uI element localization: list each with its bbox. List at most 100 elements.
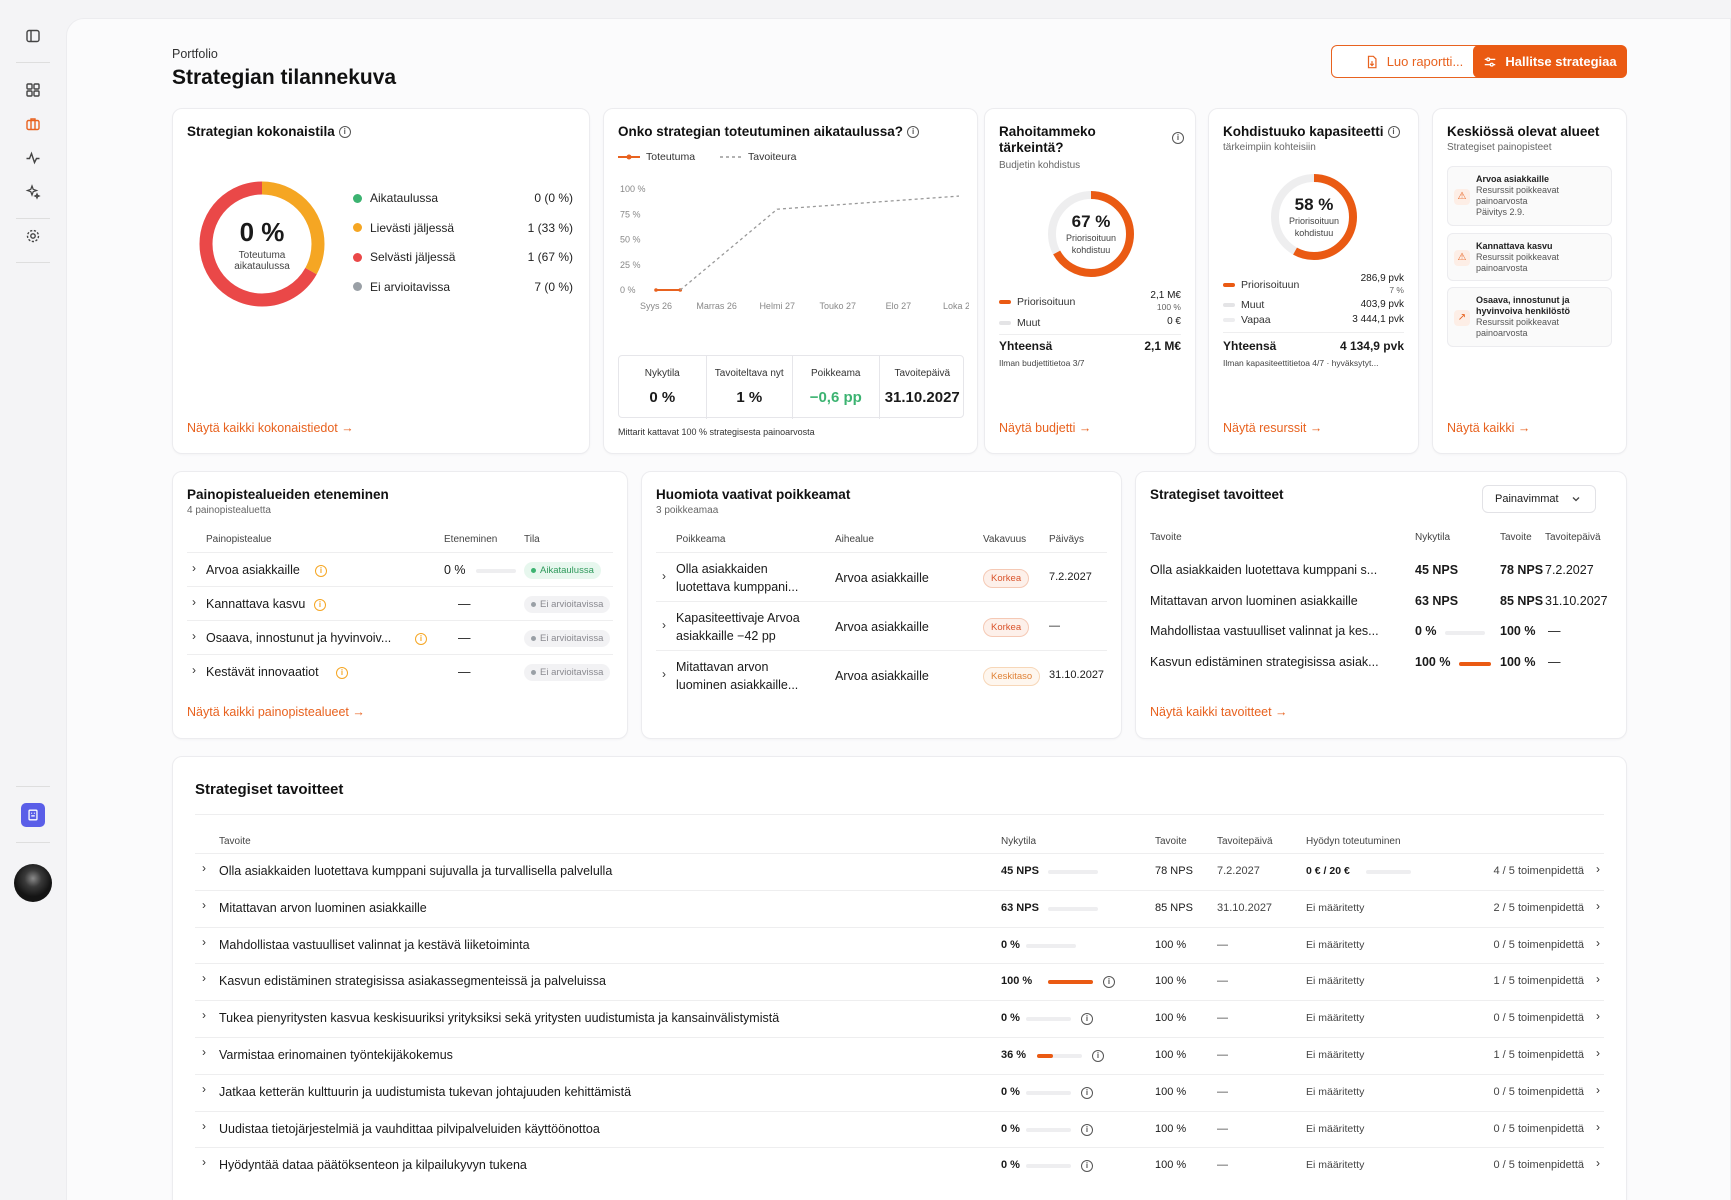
focus-area-name[interactable]: Kannattava kasvu <box>206 597 306 611</box>
goal-name[interactable]: Olla asiakkaiden luotettava kumppani s..… <box>1150 563 1378 577</box>
chevron-right-icon[interactable]: › <box>202 934 206 949</box>
chevron-right-icon[interactable]: › <box>1596 1009 1600 1024</box>
goal-name[interactable]: Uudistaa tietojärjestelmiä ja vauhdittaa… <box>219 1121 600 1136</box>
info-icon[interactable]: i <box>1081 1123 1093 1136</box>
goal-name[interactable]: Hyödyntää dataa päätöksenteon ja kilpail… <box>219 1158 527 1173</box>
deviation-title-line-1[interactable]: Kapasiteettivaje Arvoa <box>676 611 800 625</box>
chevron-right-icon[interactable]: › <box>192 663 196 677</box>
chevron-right-icon[interactable]: › <box>192 561 196 575</box>
goal-current: 0 % <box>1001 1122 1020 1135</box>
chevron-right-icon[interactable]: › <box>662 569 666 583</box>
info-icon[interactable]: i <box>1172 132 1184 144</box>
deviation-title-line-2[interactable]: luotettava kumppani... <box>676 580 799 594</box>
settings-icon[interactable] <box>21 224 45 248</box>
sparkle-icon[interactable] <box>21 180 45 204</box>
chevron-right-icon[interactable]: › <box>192 595 196 609</box>
goal-name[interactable]: Tukea pienyritysten kasvua keskisuuriksi… <box>219 1011 780 1026</box>
chevron-right-icon[interactable]: › <box>1596 1119 1600 1134</box>
info-icon[interactable]: i <box>338 126 351 139</box>
create-report-button[interactable]: Luo raportti... <box>1331 45 1497 78</box>
focus-areas-link[interactable]: Näytä kaikki → <box>1447 421 1531 435</box>
focus-area-detail: painoarvosta <box>1476 196 1528 206</box>
chevron-right-icon[interactable]: › <box>202 861 206 875</box>
goal-actions[interactable]: 2 / 5 toimenpidettä <box>1493 901 1584 914</box>
user-avatar[interactable] <box>14 864 52 902</box>
deviation-title-line-1[interactable]: Olla asiakkaiden <box>676 562 768 576</box>
chevron-right-icon[interactable]: › <box>1596 1156 1600 1171</box>
goal-name[interactable]: Mitattavan arvon luominen asiakkaille <box>219 900 427 915</box>
goal-actions[interactable]: 0 / 5 toimenpidettä <box>1493 1012 1584 1025</box>
focus-area-item[interactable]: ⚠ Kannattava kasvu Resurssit poikkeavat pai… <box>1447 233 1612 281</box>
chevron-right-icon[interactable]: › <box>1596 1082 1600 1097</box>
goal-actions[interactable]: 0 / 5 toimenpidettä <box>1493 1085 1584 1098</box>
trend-icon: ↗ <box>1454 310 1470 326</box>
goal-target: 100 % <box>1155 938 1187 951</box>
chevron-right-icon[interactable]: › <box>662 667 666 681</box>
info-icon[interactable]: i <box>1081 1086 1093 1099</box>
focus-area-name[interactable]: Kestävät innovaatiot <box>206 665 319 679</box>
goal-name[interactable]: Jatkaa ketterän kulttuurin ja uudistumis… <box>219 1084 632 1099</box>
chevron-right-icon[interactable]: › <box>202 1118 206 1133</box>
warning-info-icon[interactable]: i <box>415 633 427 645</box>
chevron-right-icon[interactable]: › <box>662 618 666 632</box>
focus-progress-link[interactable]: Näytä kaikki painopistealueet → <box>187 705 365 719</box>
focus-area-name[interactable]: Osaava, innostunut ja hyvinvoiv... <box>206 631 392 645</box>
dashboard-icon[interactable] <box>21 78 45 102</box>
warning-info-icon[interactable]: i <box>336 667 348 679</box>
goal-name[interactable]: Mahdollistaa vastuulliset valinnat ja ke… <box>1150 624 1379 638</box>
org-logo[interactable] <box>21 803 45 827</box>
sidebar-toggle-icon[interactable] <box>21 24 45 48</box>
chevron-right-icon[interactable]: › <box>202 1008 206 1023</box>
budget-link[interactable]: Näytä budjetti → <box>999 421 1092 435</box>
goal-name[interactable]: Mitattavan arvon luominen asiakkaille <box>1150 593 1358 608</box>
info-icon[interactable]: i <box>907 126 920 139</box>
goal-actions[interactable]: 1 / 5 toimenpidettä <box>1493 1049 1584 1061</box>
info-icon[interactable]: i <box>1103 976 1115 989</box>
focus-area-item[interactable]: ⚠ Arvoa asiakkaille Resurssit poikkeavat pa… <box>1447 166 1612 226</box>
deviation-title-line-2[interactable]: luominen asiakkaille... <box>676 678 799 692</box>
info-icon[interactable]: i <box>1092 1050 1104 1062</box>
chevron-right-icon[interactable]: › <box>202 1155 206 1170</box>
goal-name[interactable]: Olla asiakkaiden luotettava kumppani suj… <box>219 864 613 878</box>
chevron-right-icon[interactable]: › <box>202 1045 206 1059</box>
warning-info-icon[interactable]: i <box>315 565 327 577</box>
goal-name[interactable]: Kasvun edistäminen strategisissa asiak..… <box>1150 654 1379 669</box>
chevron-right-icon[interactable]: › <box>1596 898 1600 913</box>
deviation-title-line-1[interactable]: Mitattavan arvon <box>676 660 769 674</box>
page-title: Strategian tilannekuva <box>172 66 397 89</box>
goal-actions[interactable]: 0 / 5 toimenpidettä <box>1493 1122 1584 1135</box>
info-icon[interactable]: i <box>1387 126 1400 139</box>
progress-bar <box>1026 1127 1071 1132</box>
chevron-right-icon[interactable]: › <box>202 1081 206 1096</box>
sort-select[interactable]: Painavimmat <box>1482 485 1596 513</box>
chevron-right-icon[interactable]: › <box>192 629 196 643</box>
info-icon[interactable]: i <box>1081 1013 1093 1026</box>
chevron-right-icon[interactable]: › <box>1596 862 1600 876</box>
funding-total-label: Yhteensä <box>999 339 1053 353</box>
overall-details-link[interactable]: Näytä kaikki kokonaistiedot → <box>187 421 354 435</box>
chevron-right-icon[interactable]: › <box>1596 972 1600 987</box>
goal-actions[interactable]: 4 / 5 toimenpidettä <box>1493 865 1584 877</box>
deviation-title-line-2[interactable]: asiakkaille −42 pp <box>676 629 776 643</box>
goal-actions[interactable]: 1 / 5 toimenpidettä <box>1493 975 1584 988</box>
manage-strategy-button[interactable]: Hallitse strategiaa <box>1473 45 1627 78</box>
goal-name[interactable]: Mahdollistaa vastuulliset valinnat ja ke… <box>219 937 530 952</box>
portfolio-icon[interactable] <box>21 112 45 136</box>
activity-icon[interactable] <box>21 146 45 170</box>
progress-bar <box>1048 906 1098 911</box>
chevron-right-icon[interactable]: › <box>1596 935 1600 950</box>
goal-name[interactable]: Kasvun edistäminen strategisissa asiakas… <box>219 974 607 989</box>
info-icon[interactable]: i <box>1081 1160 1093 1173</box>
breadcrumb[interactable]: Portfolio <box>172 47 218 61</box>
resources-link[interactable]: Näytä resurssit → <box>1223 421 1323 435</box>
goal-actions[interactable]: 0 / 5 toimenpidettä <box>1493 1159 1584 1172</box>
goal-actions[interactable]: 0 / 5 toimenpidettä <box>1493 938 1584 951</box>
focus-area-name[interactable]: Arvoa asiakkaille <box>206 563 300 577</box>
focus-area-item[interactable]: ↗ Osaava, innostunut ja hyvinvoiva henkil… <box>1447 287 1612 347</box>
goal-name[interactable]: Varmistaa erinomainen työntekijäkokemus <box>219 1048 453 1062</box>
chevron-right-icon[interactable]: › <box>202 897 206 912</box>
goals-summary-link[interactable]: Näytä kaikki tavoitteet → <box>1150 705 1288 719</box>
warning-info-icon[interactable]: i <box>314 599 326 611</box>
chevron-right-icon[interactable]: › <box>1596 1046 1600 1060</box>
chevron-right-icon[interactable]: › <box>202 971 206 986</box>
